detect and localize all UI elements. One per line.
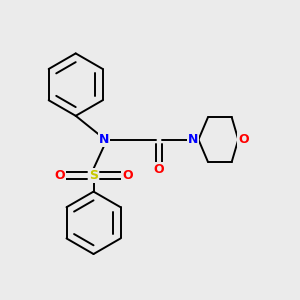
- Text: N: N: [188, 133, 198, 146]
- Text: O: O: [122, 169, 133, 182]
- Text: O: O: [154, 163, 164, 176]
- Text: S: S: [89, 169, 98, 182]
- Text: O: O: [54, 169, 65, 182]
- Text: N: N: [99, 133, 109, 146]
- Text: O: O: [238, 133, 249, 146]
